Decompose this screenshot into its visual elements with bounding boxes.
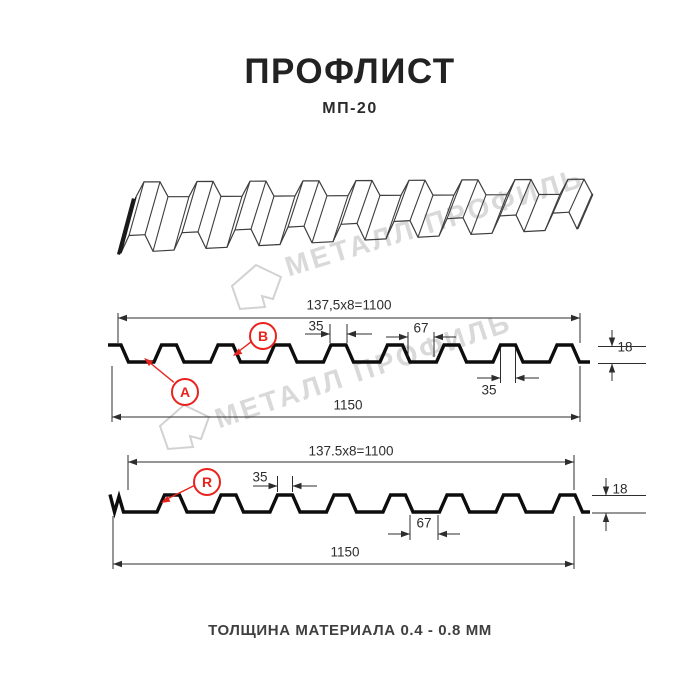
s1-pitch-dimension: 137,5x8=1100 xyxy=(306,297,392,313)
side-b-marker: B xyxy=(249,322,277,350)
side-a-label: A xyxy=(179,384,191,400)
s2-height-dimension: 18 xyxy=(612,481,628,497)
profile-sheet-3d-sketch xyxy=(116,178,594,255)
side-r-label: R xyxy=(201,474,213,490)
s2-total-width-dimension: 1150 xyxy=(330,544,360,560)
s2-rib-top-dimension: 35 xyxy=(252,469,268,485)
s2-pitch-dimension: 137.5x8=1100 xyxy=(308,443,394,459)
s1-valley-dimension: 67 xyxy=(413,320,429,336)
profile-model-label: МП-20 xyxy=(322,100,378,117)
cross-section-2 xyxy=(108,455,646,569)
s1-rib-bottom-dimension: 35 xyxy=(481,382,497,398)
s1-rib-top-dimension: 35 xyxy=(308,318,324,334)
side-a-marker: A xyxy=(171,378,199,406)
material-thickness-note: ТОЛЩИНА МАТЕРИАЛА 0.4 - 0.8 ММ xyxy=(208,622,492,639)
cross-section-1 xyxy=(108,313,646,422)
brand-logo-watermark-icon xyxy=(158,403,211,451)
s1-height-dimension: 18 xyxy=(617,339,633,355)
s2-valley-dimension: 67 xyxy=(416,515,432,531)
page-title: ПРОФЛИСТ xyxy=(244,52,456,91)
brand-logo-watermark-icon xyxy=(230,263,283,311)
side-b-label: B xyxy=(257,328,269,344)
s1-total-width-dimension: 1150 xyxy=(333,397,363,413)
side-r-marker: R xyxy=(193,468,221,496)
